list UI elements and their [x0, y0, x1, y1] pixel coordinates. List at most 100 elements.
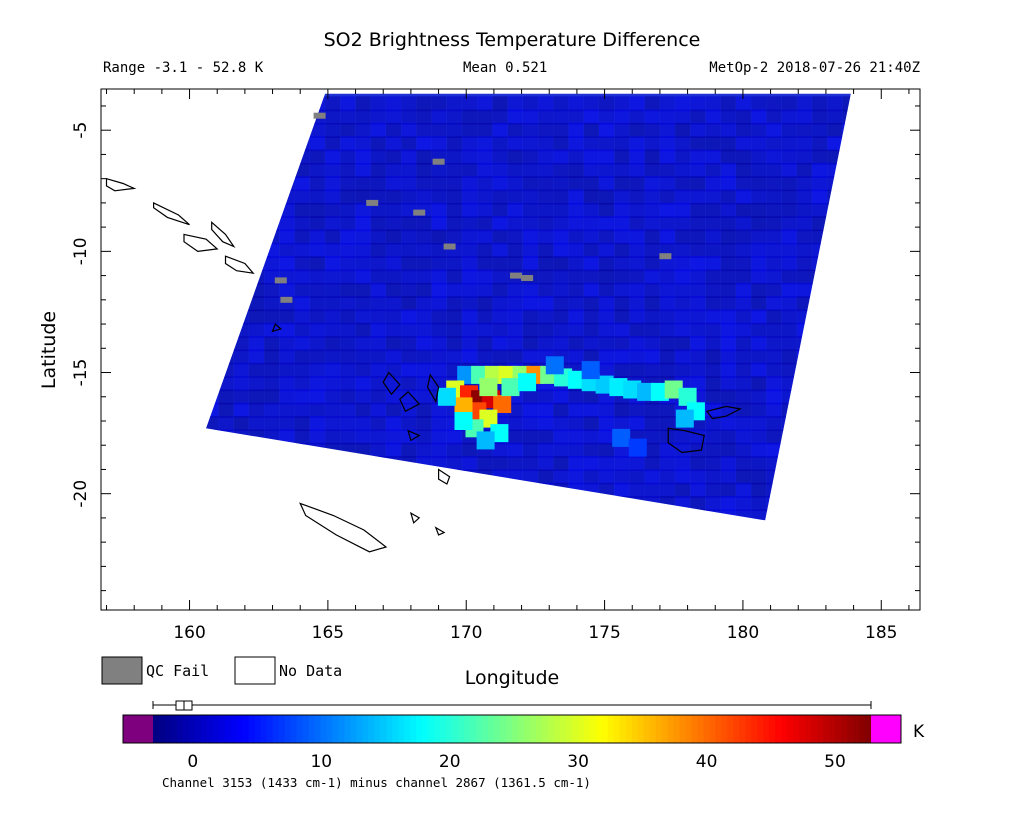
colorbar-slider[interactable] [152, 700, 872, 711]
field-pixel [812, 242, 828, 258]
field-pixel [340, 389, 356, 405]
field-pixel [781, 389, 797, 405]
field-pixel [659, 282, 675, 298]
field-pixel [568, 296, 584, 312]
field-pixel [249, 496, 264, 512]
field-pixel [766, 202, 782, 218]
field-pixel [279, 202, 295, 218]
field-pixel [370, 202, 386, 218]
field-pixel [736, 162, 751, 178]
field-pixel [796, 482, 812, 498]
field-pixel [370, 496, 386, 512]
field-pixel [206, 122, 219, 138]
colorbar-segment [350, 715, 358, 743]
field-pixel [340, 402, 356, 418]
field-pixel [766, 149, 782, 165]
plume-pixel [650, 382, 669, 401]
field-pixel [705, 109, 721, 125]
coastline [183, 233, 219, 253]
field-pixel [751, 482, 767, 498]
field-pixel [507, 296, 523, 312]
field-pixel [568, 496, 584, 512]
field-pixel [736, 229, 751, 245]
field-pixel [370, 122, 386, 138]
field-pixel [553, 523, 568, 538]
field-pixel [644, 429, 660, 445]
field-pixel [720, 456, 736, 472]
field-pixel [386, 229, 401, 245]
field-pixel [705, 149, 721, 165]
field-pixel [629, 322, 645, 338]
field-pixel [675, 469, 691, 485]
field-pixel [507, 242, 523, 258]
field-pixel [477, 349, 493, 365]
field-pixel [294, 176, 310, 192]
field-pixel [446, 176, 462, 192]
field-pixel [233, 242, 249, 258]
colorbar-segment [583, 715, 591, 743]
field-pixel [751, 162, 767, 178]
field-pixel [705, 269, 721, 285]
field-pixel [492, 296, 508, 312]
field-pixel [264, 149, 280, 165]
field-pixel [355, 109, 371, 125]
swath-layer [206, 93, 873, 538]
field-pixel [249, 402, 264, 418]
colorbar-segment [476, 715, 483, 743]
field-pixel [386, 242, 401, 258]
field-pixel [858, 216, 873, 231]
colorbar-segment [703, 715, 711, 743]
field-pixel [386, 336, 401, 352]
field-pixel [218, 442, 234, 458]
colorbar-segment [464, 715, 471, 743]
colorbar-segment [506, 715, 513, 743]
field-pixel [233, 229, 249, 245]
field-pixel [416, 149, 432, 165]
field-pixel [264, 362, 280, 378]
field-pixel [705, 509, 721, 521]
field-pixel [629, 336, 645, 352]
field-pixel [492, 216, 508, 232]
colorbar-segment [494, 715, 501, 743]
field-pixel [842, 456, 851, 472]
field-pixel [507, 189, 523, 205]
field-pixel [477, 482, 493, 498]
field-pixel [386, 162, 401, 178]
field-pixel [401, 469, 417, 485]
field-pixel [659, 442, 675, 458]
field-pixel [233, 442, 249, 458]
field-pixel [218, 376, 234, 392]
field-pixel [675, 216, 691, 232]
field-pixel [206, 296, 219, 312]
colorbar-segment [601, 715, 609, 743]
field-pixel [233, 509, 249, 521]
field-pixel [614, 162, 630, 178]
field-pixel [659, 149, 675, 165]
field-pixel [538, 402, 554, 418]
colorbar-segment [613, 715, 621, 743]
field-pixel [812, 202, 828, 218]
field-pixel [705, 202, 721, 218]
field-pixel [206, 309, 219, 325]
field-pixel [219, 523, 234, 538]
field-pixel [812, 362, 828, 378]
field-pixel [736, 216, 751, 232]
field-pixel [827, 189, 843, 205]
field-pixel [386, 349, 401, 365]
field-pixel [629, 176, 645, 192]
field-pixel [705, 362, 721, 378]
field-pixel [386, 256, 401, 272]
field-pixel [858, 323, 873, 338]
field-pixel [340, 162, 356, 178]
field-pixel [206, 349, 219, 365]
field-pixel [309, 202, 325, 218]
field-pixel [340, 282, 356, 298]
colorbar-segment [368, 715, 375, 743]
field-pixel [599, 429, 614, 445]
field-pixel [325, 362, 341, 378]
field-pixel [858, 230, 873, 245]
field-pixel [675, 336, 691, 352]
field-pixel [416, 229, 432, 245]
field-pixel [690, 122, 706, 138]
field-pixel [796, 176, 812, 192]
